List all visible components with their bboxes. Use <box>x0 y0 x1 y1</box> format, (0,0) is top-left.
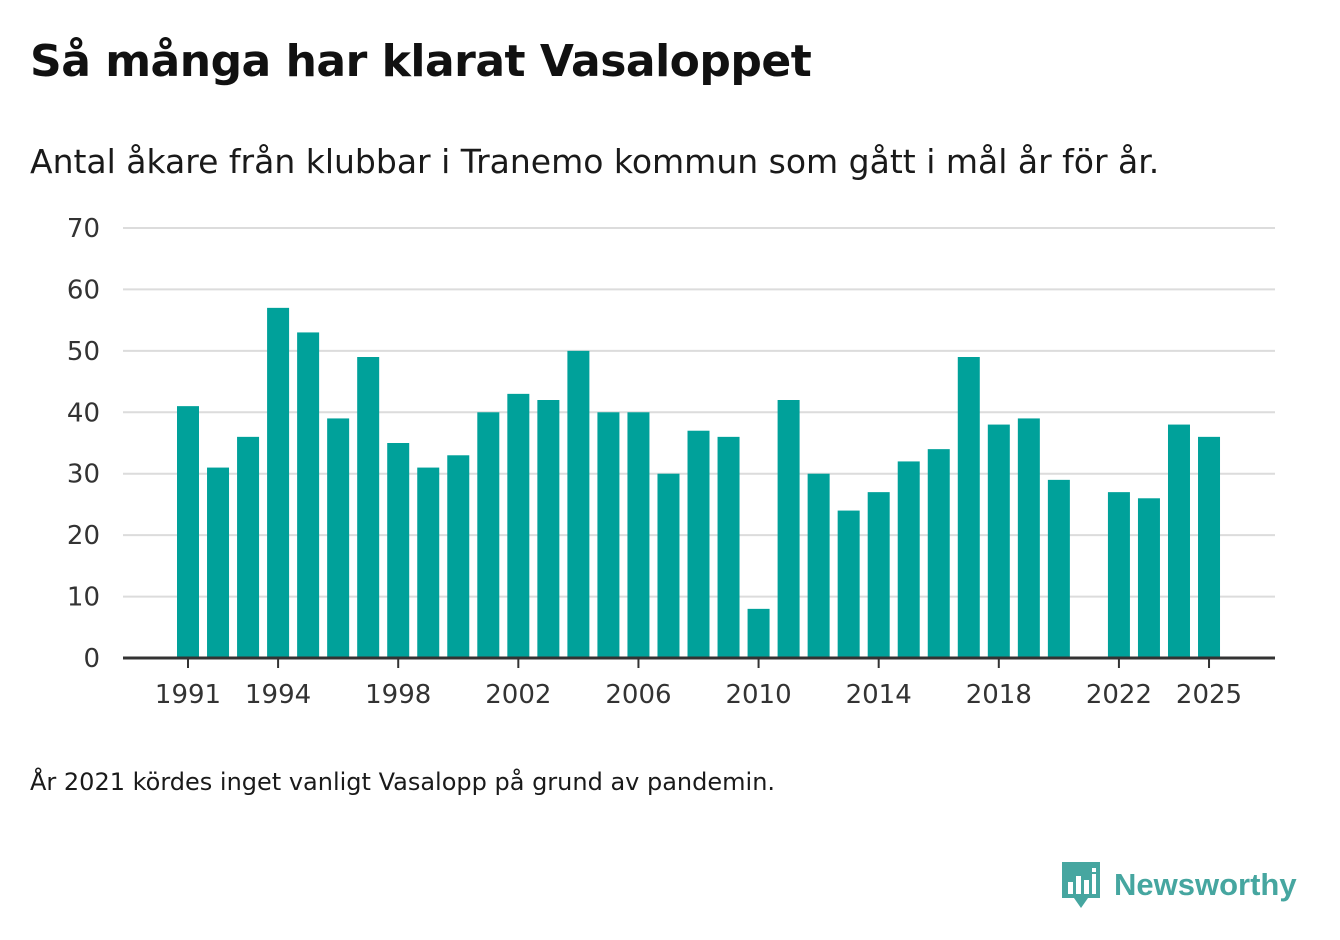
bar-1993 <box>237 436 260 658</box>
y-tick-label: 10 <box>67 583 100 613</box>
bar-2012 <box>807 473 830 658</box>
bar-2009 <box>717 436 740 658</box>
chart-subtitle: Antal åkare från klubbar i Tranemo kommu… <box>30 142 1160 181</box>
x-tick-label: 2018 <box>966 680 1032 710</box>
bars <box>177 307 1221 658</box>
y-tick-label: 70 <box>67 214 100 244</box>
bar-2006 <box>627 412 650 658</box>
bar-2003 <box>537 400 560 658</box>
bar-2017 <box>957 357 980 658</box>
y-tick-label: 0 <box>83 644 100 674</box>
bar-chart: 0 10 20 30 40 50 60 70 1991 1994 1998 2002 2006 2010… <box>67 214 1275 710</box>
x-tick-label: 2006 <box>605 680 671 710</box>
bar-2019 <box>1017 418 1040 658</box>
bar-1996 <box>327 418 350 658</box>
bar-2007 <box>657 473 680 658</box>
bar-2014 <box>867 492 890 658</box>
bar-2015 <box>897 461 920 658</box>
bar-2010 <box>747 608 770 658</box>
y-tick-label: 20 <box>67 521 100 551</box>
y-tick-label: 30 <box>67 460 100 490</box>
footnote: År 2021 kördes inget vanligt Vasalopp på… <box>30 768 776 796</box>
bar-2011 <box>777 400 800 658</box>
x-tick-label: 2025 <box>1176 680 1242 710</box>
brand-logo[interactable]: Newsworthy <box>1060 860 1297 910</box>
bar-2002 <box>507 393 530 658</box>
bar-1994 <box>267 307 290 658</box>
x-tick-label: 2022 <box>1086 680 1152 710</box>
bar-1997 <box>357 357 380 658</box>
bar-2024 <box>1167 424 1190 658</box>
bar-chart-icon <box>1062 862 1100 908</box>
y-tick-label: 40 <box>67 398 100 428</box>
bar-2016 <box>927 449 950 658</box>
y-tick-label: 50 <box>67 337 100 367</box>
bar-2018 <box>987 424 1010 658</box>
bar-2022 <box>1107 492 1130 658</box>
y-tick-label: 60 <box>67 275 100 305</box>
bar-2020 <box>1047 479 1070 658</box>
bar-1991 <box>177 406 199 658</box>
x-tick-label: 1994 <box>245 680 311 710</box>
x-tick-label: 1998 <box>365 680 431 710</box>
bar-1995 <box>297 332 320 658</box>
y-axis-ticks: 0 10 20 30 40 50 60 70 <box>67 214 100 674</box>
bar-1999 <box>417 467 440 658</box>
bar-2008 <box>687 430 710 658</box>
bar-2025 <box>1198 436 1221 658</box>
bar-2004 <box>567 350 590 658</box>
bar-2000 <box>447 455 470 658</box>
x-tick-label: 2010 <box>725 680 791 710</box>
bar-2005 <box>597 412 620 658</box>
x-tick-label: 2002 <box>485 680 551 710</box>
x-tick-label: 1991 <box>155 680 221 710</box>
bar-1992 <box>207 467 230 658</box>
bar-2013 <box>837 510 860 658</box>
bar-2023 <box>1137 498 1160 658</box>
bar-2001 <box>477 412 500 658</box>
x-tick-label: 2014 <box>846 680 912 710</box>
x-axis-ticks: 1991 1994 1998 2002 2006 2010 2014 2018 2022 2025 <box>155 658 1242 710</box>
brand-name: Newsworthy <box>1114 867 1297 902</box>
chart-title: Så många har klarat Vasaloppet <box>30 36 812 87</box>
bar-1998 <box>387 443 410 658</box>
